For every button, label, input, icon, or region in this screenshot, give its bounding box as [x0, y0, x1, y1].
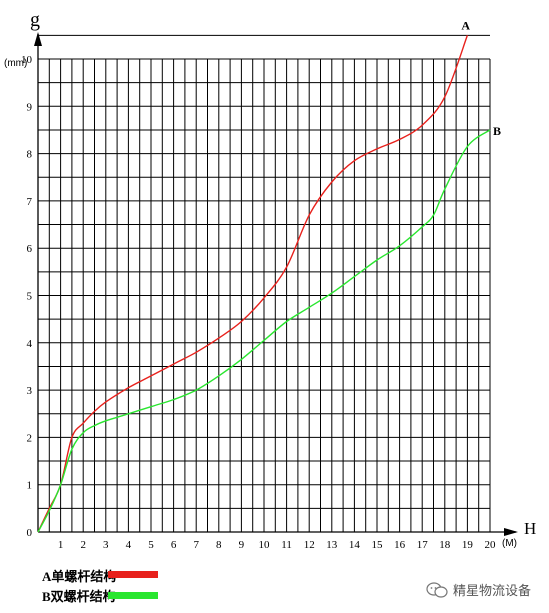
- x-tick-label: 1: [58, 539, 64, 551]
- y-tick-label: 9: [27, 101, 33, 113]
- x-tick-label: 5: [148, 539, 154, 551]
- y-tick-label: 3: [27, 385, 33, 397]
- x-axis-unit: (M): [502, 538, 517, 549]
- legend-label-b: B双螺杆结构: [42, 589, 116, 604]
- x-tick-label: 18: [439, 539, 451, 551]
- x-tick-label: 17: [417, 539, 429, 551]
- series-line-b: [37, 129, 491, 533]
- legend-swatch-b: [108, 592, 158, 599]
- legend-swatch-a: [108, 571, 158, 578]
- x-tick-label: 19: [462, 539, 474, 551]
- x-tick-label: 9: [239, 539, 245, 551]
- y-tick-label: 0: [27, 527, 33, 539]
- x-tick-label: 3: [103, 539, 109, 551]
- series-end-label-b: B: [493, 124, 501, 138]
- watermark-text: 精星物流设备: [453, 584, 532, 599]
- series-end-label-a: A: [461, 18, 470, 32]
- x-tick-label: 7: [193, 539, 199, 551]
- chat-bubble-icon: [426, 581, 448, 598]
- y-tick-label: 8: [27, 149, 33, 161]
- y-tick-label: 5: [27, 291, 33, 303]
- axes: [34, 32, 518, 536]
- x-axis-arrow: [504, 528, 518, 536]
- x-tick-label: 2: [80, 539, 86, 551]
- y-tick-label: 1: [27, 480, 33, 492]
- x-tick-labels: 1 2 3 4 5 6 7 8 9 10 11 12 13 14 15 16 17 18 19 20: [58, 539, 496, 551]
- x-tick-label: 15: [372, 539, 384, 551]
- legend-label-a: A单螺杆结构: [42, 569, 117, 584]
- x-tick-label: 6: [171, 539, 177, 551]
- x-tick-label: 10: [259, 539, 271, 551]
- grid: [38, 34, 491, 532]
- x-axis-label: H: [524, 519, 536, 538]
- x-tick-label: 8: [216, 539, 222, 551]
- y-axis-unit: (mm): [4, 58, 27, 69]
- x-tick-label: 20: [485, 539, 497, 551]
- y-tick-label: 4: [27, 338, 33, 350]
- x-tick-label: 12: [304, 539, 315, 551]
- x-tick-label: 11: [281, 539, 292, 551]
- y-tick-label: 2: [27, 432, 33, 444]
- x-tick-label: 14: [349, 539, 361, 551]
- y-tick-label: 10: [21, 54, 33, 66]
- y-tick-label: 7: [27, 196, 33, 208]
- y-axis-label: g: [30, 9, 40, 31]
- series-lines: AB: [37, 18, 501, 533]
- x-tick-label: 13: [326, 539, 338, 551]
- watermark: 精星物流设备: [426, 580, 531, 599]
- y-tick-label: 6: [27, 243, 33, 255]
- series-line-a: [37, 35, 469, 533]
- y-axis-arrow: [34, 32, 42, 46]
- x-tick-label: 4: [126, 539, 132, 551]
- y-tick-labels: 0 1 2 3 4 5 6 7 8 9 10: [21, 54, 33, 539]
- x-tick-label: 16: [394, 539, 406, 551]
